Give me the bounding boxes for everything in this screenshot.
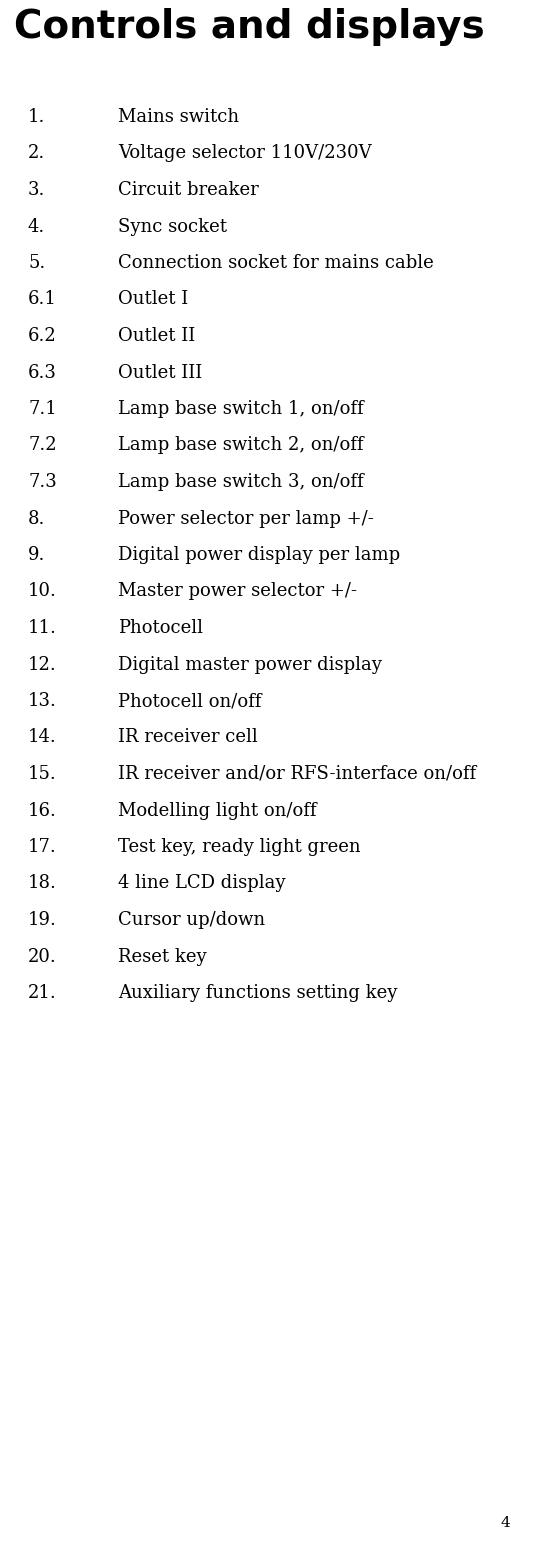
Text: Digital power display per lamp: Digital power display per lamp	[118, 546, 400, 565]
Text: 18.: 18.	[28, 874, 57, 893]
Text: Outlet III: Outlet III	[118, 364, 202, 382]
Text: 7.1: 7.1	[28, 401, 57, 418]
Text: IR receiver and/or RFS-interface on/off: IR receiver and/or RFS-interface on/off	[118, 766, 476, 783]
Text: 19.: 19.	[28, 911, 57, 930]
Text: 7.3: 7.3	[28, 473, 57, 490]
Text: 6.2: 6.2	[28, 326, 57, 345]
Text: 11.: 11.	[28, 619, 57, 637]
Text: 4: 4	[500, 1516, 510, 1530]
Text: 16.: 16.	[28, 801, 57, 820]
Text: Cursor up/down: Cursor up/down	[118, 911, 265, 930]
Text: 10.: 10.	[28, 583, 57, 600]
Text: 20.: 20.	[28, 947, 57, 965]
Text: Mains switch: Mains switch	[118, 108, 239, 125]
Text: 8.: 8.	[28, 509, 46, 528]
Text: 5.: 5.	[28, 254, 45, 272]
Text: Power selector per lamp +/-: Power selector per lamp +/-	[118, 509, 374, 528]
Text: Connection socket for mains cable: Connection socket for mains cable	[118, 254, 434, 272]
Text: Voltage selector 110V/230V: Voltage selector 110V/230V	[118, 144, 371, 162]
Text: Auxiliary functions setting key: Auxiliary functions setting key	[118, 984, 397, 1002]
Text: 1.: 1.	[28, 108, 46, 125]
Text: Photocell on/off: Photocell on/off	[118, 692, 262, 710]
Text: 12.: 12.	[28, 656, 57, 673]
Text: 7.2: 7.2	[28, 436, 57, 455]
Text: Photocell: Photocell	[118, 619, 203, 637]
Text: 4.: 4.	[28, 218, 45, 235]
Text: Controls and displays: Controls and displays	[14, 8, 485, 46]
Text: Outlet II: Outlet II	[118, 326, 195, 345]
Text: Digital master power display: Digital master power display	[118, 656, 382, 673]
Text: Master power selector +/-: Master power selector +/-	[118, 583, 357, 600]
Text: Modelling light on/off: Modelling light on/off	[118, 801, 316, 820]
Text: Test key, ready light green: Test key, ready light green	[118, 838, 361, 855]
Text: Outlet I: Outlet I	[118, 291, 188, 308]
Text: Lamp base switch 1, on/off: Lamp base switch 1, on/off	[118, 401, 363, 418]
Text: 4 line LCD display: 4 line LCD display	[118, 874, 286, 893]
Text: 14.: 14.	[28, 729, 57, 747]
Text: 6.3: 6.3	[28, 364, 57, 382]
Text: Lamp base switch 3, on/off: Lamp base switch 3, on/off	[118, 473, 363, 490]
Text: Circuit breaker: Circuit breaker	[118, 181, 259, 200]
Text: IR receiver cell: IR receiver cell	[118, 729, 258, 747]
Text: 17.: 17.	[28, 838, 57, 855]
Text: 13.: 13.	[28, 692, 57, 710]
Text: 2.: 2.	[28, 144, 45, 162]
Text: 21.: 21.	[28, 984, 57, 1002]
Text: 15.: 15.	[28, 766, 57, 783]
Text: Lamp base switch 2, on/off: Lamp base switch 2, on/off	[118, 436, 363, 455]
Text: Reset key: Reset key	[118, 947, 206, 965]
Text: 6.1: 6.1	[28, 291, 57, 308]
Text: 9.: 9.	[28, 546, 46, 565]
Text: 3.: 3.	[28, 181, 46, 200]
Text: Sync socket: Sync socket	[118, 218, 227, 235]
